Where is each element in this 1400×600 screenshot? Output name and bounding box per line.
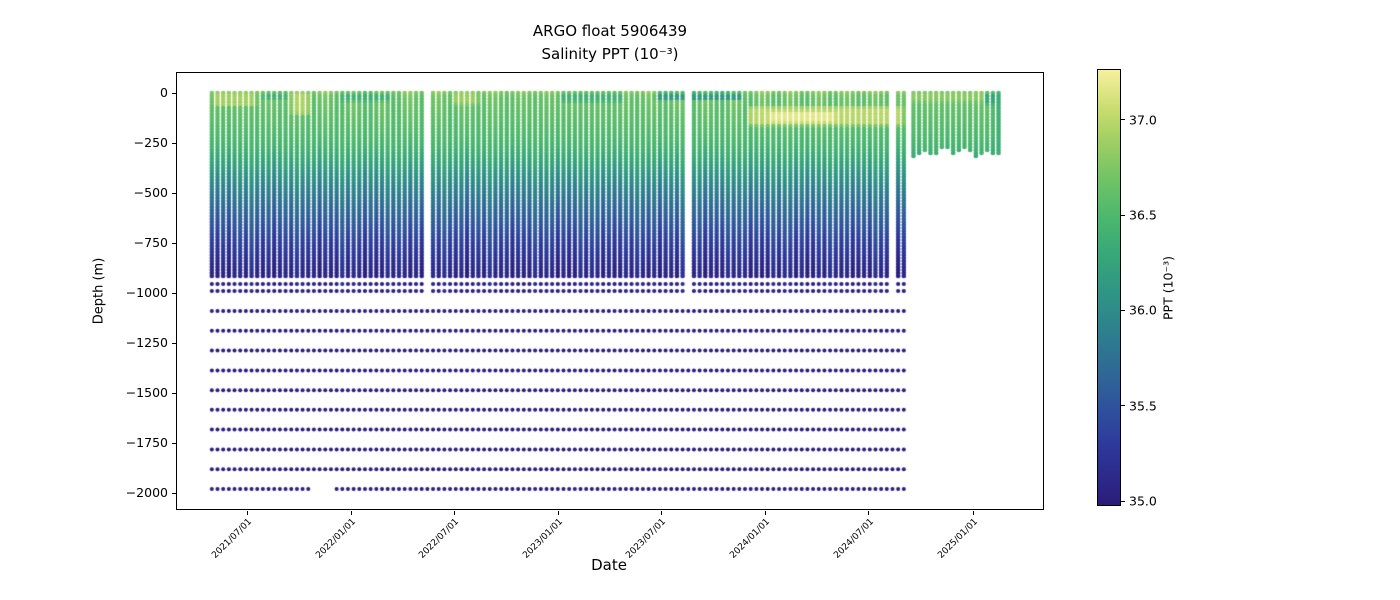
colorbar-tick <box>1121 405 1125 407</box>
y-tick-label: −1000 <box>125 285 168 300</box>
title-line-1: ARGO float 5906439 <box>532 22 688 40</box>
colorbar-tick-label: 36.5 <box>1129 207 1157 223</box>
x-tick <box>350 511 352 515</box>
y-tick-label: 0 <box>160 85 168 100</box>
x-tick <box>868 511 870 515</box>
y-tick-label: −1750 <box>125 435 168 450</box>
y-tick-label: −250 <box>133 135 168 150</box>
y-tick <box>172 292 176 294</box>
colorbar-tick-label: 35.5 <box>1129 398 1157 414</box>
chart-title: ARGO float 5906439 Salinity PPT (10⁻³) <box>533 20 687 66</box>
y-tick <box>172 392 176 394</box>
y-tick-label: −1500 <box>125 385 168 400</box>
y-tick <box>172 442 176 444</box>
x-tick <box>660 511 662 515</box>
x-axis-label: Date <box>591 556 627 574</box>
y-tick <box>172 342 176 344</box>
colorbar-gradient <box>1098 70 1120 505</box>
colorbar-tick <box>1121 214 1125 216</box>
colorbar-tick <box>1121 119 1125 121</box>
y-tick <box>172 492 176 494</box>
colorbar-tick <box>1121 309 1125 311</box>
y-tick-label: −750 <box>133 235 168 250</box>
x-tick <box>453 511 455 515</box>
y-tick-label: −1250 <box>125 335 168 350</box>
colorbar-tick-label: 36.0 <box>1129 302 1157 318</box>
y-tick <box>172 242 176 244</box>
x-tick <box>764 511 766 515</box>
colorbar-tick <box>1121 500 1125 502</box>
colorbar <box>1097 69 1121 506</box>
colorbar-tick-label: 37.0 <box>1129 112 1157 128</box>
x-tick <box>972 511 974 515</box>
y-tick-label: −500 <box>133 185 168 200</box>
axes-frame <box>176 72 1044 510</box>
colorbar-label: PPT (10⁻³) <box>1160 256 1176 320</box>
y-tick <box>172 192 176 194</box>
colorbar-tick-label: 35.0 <box>1129 493 1157 509</box>
x-tick <box>557 511 559 515</box>
y-tick-label: −2000 <box>125 485 168 500</box>
y-tick <box>172 92 176 94</box>
x-tick <box>246 511 248 515</box>
title-line-2: Salinity PPT (10⁻³) <box>541 45 679 63</box>
y-axis-label: Depth (m) <box>91 257 107 325</box>
y-tick <box>172 142 176 144</box>
